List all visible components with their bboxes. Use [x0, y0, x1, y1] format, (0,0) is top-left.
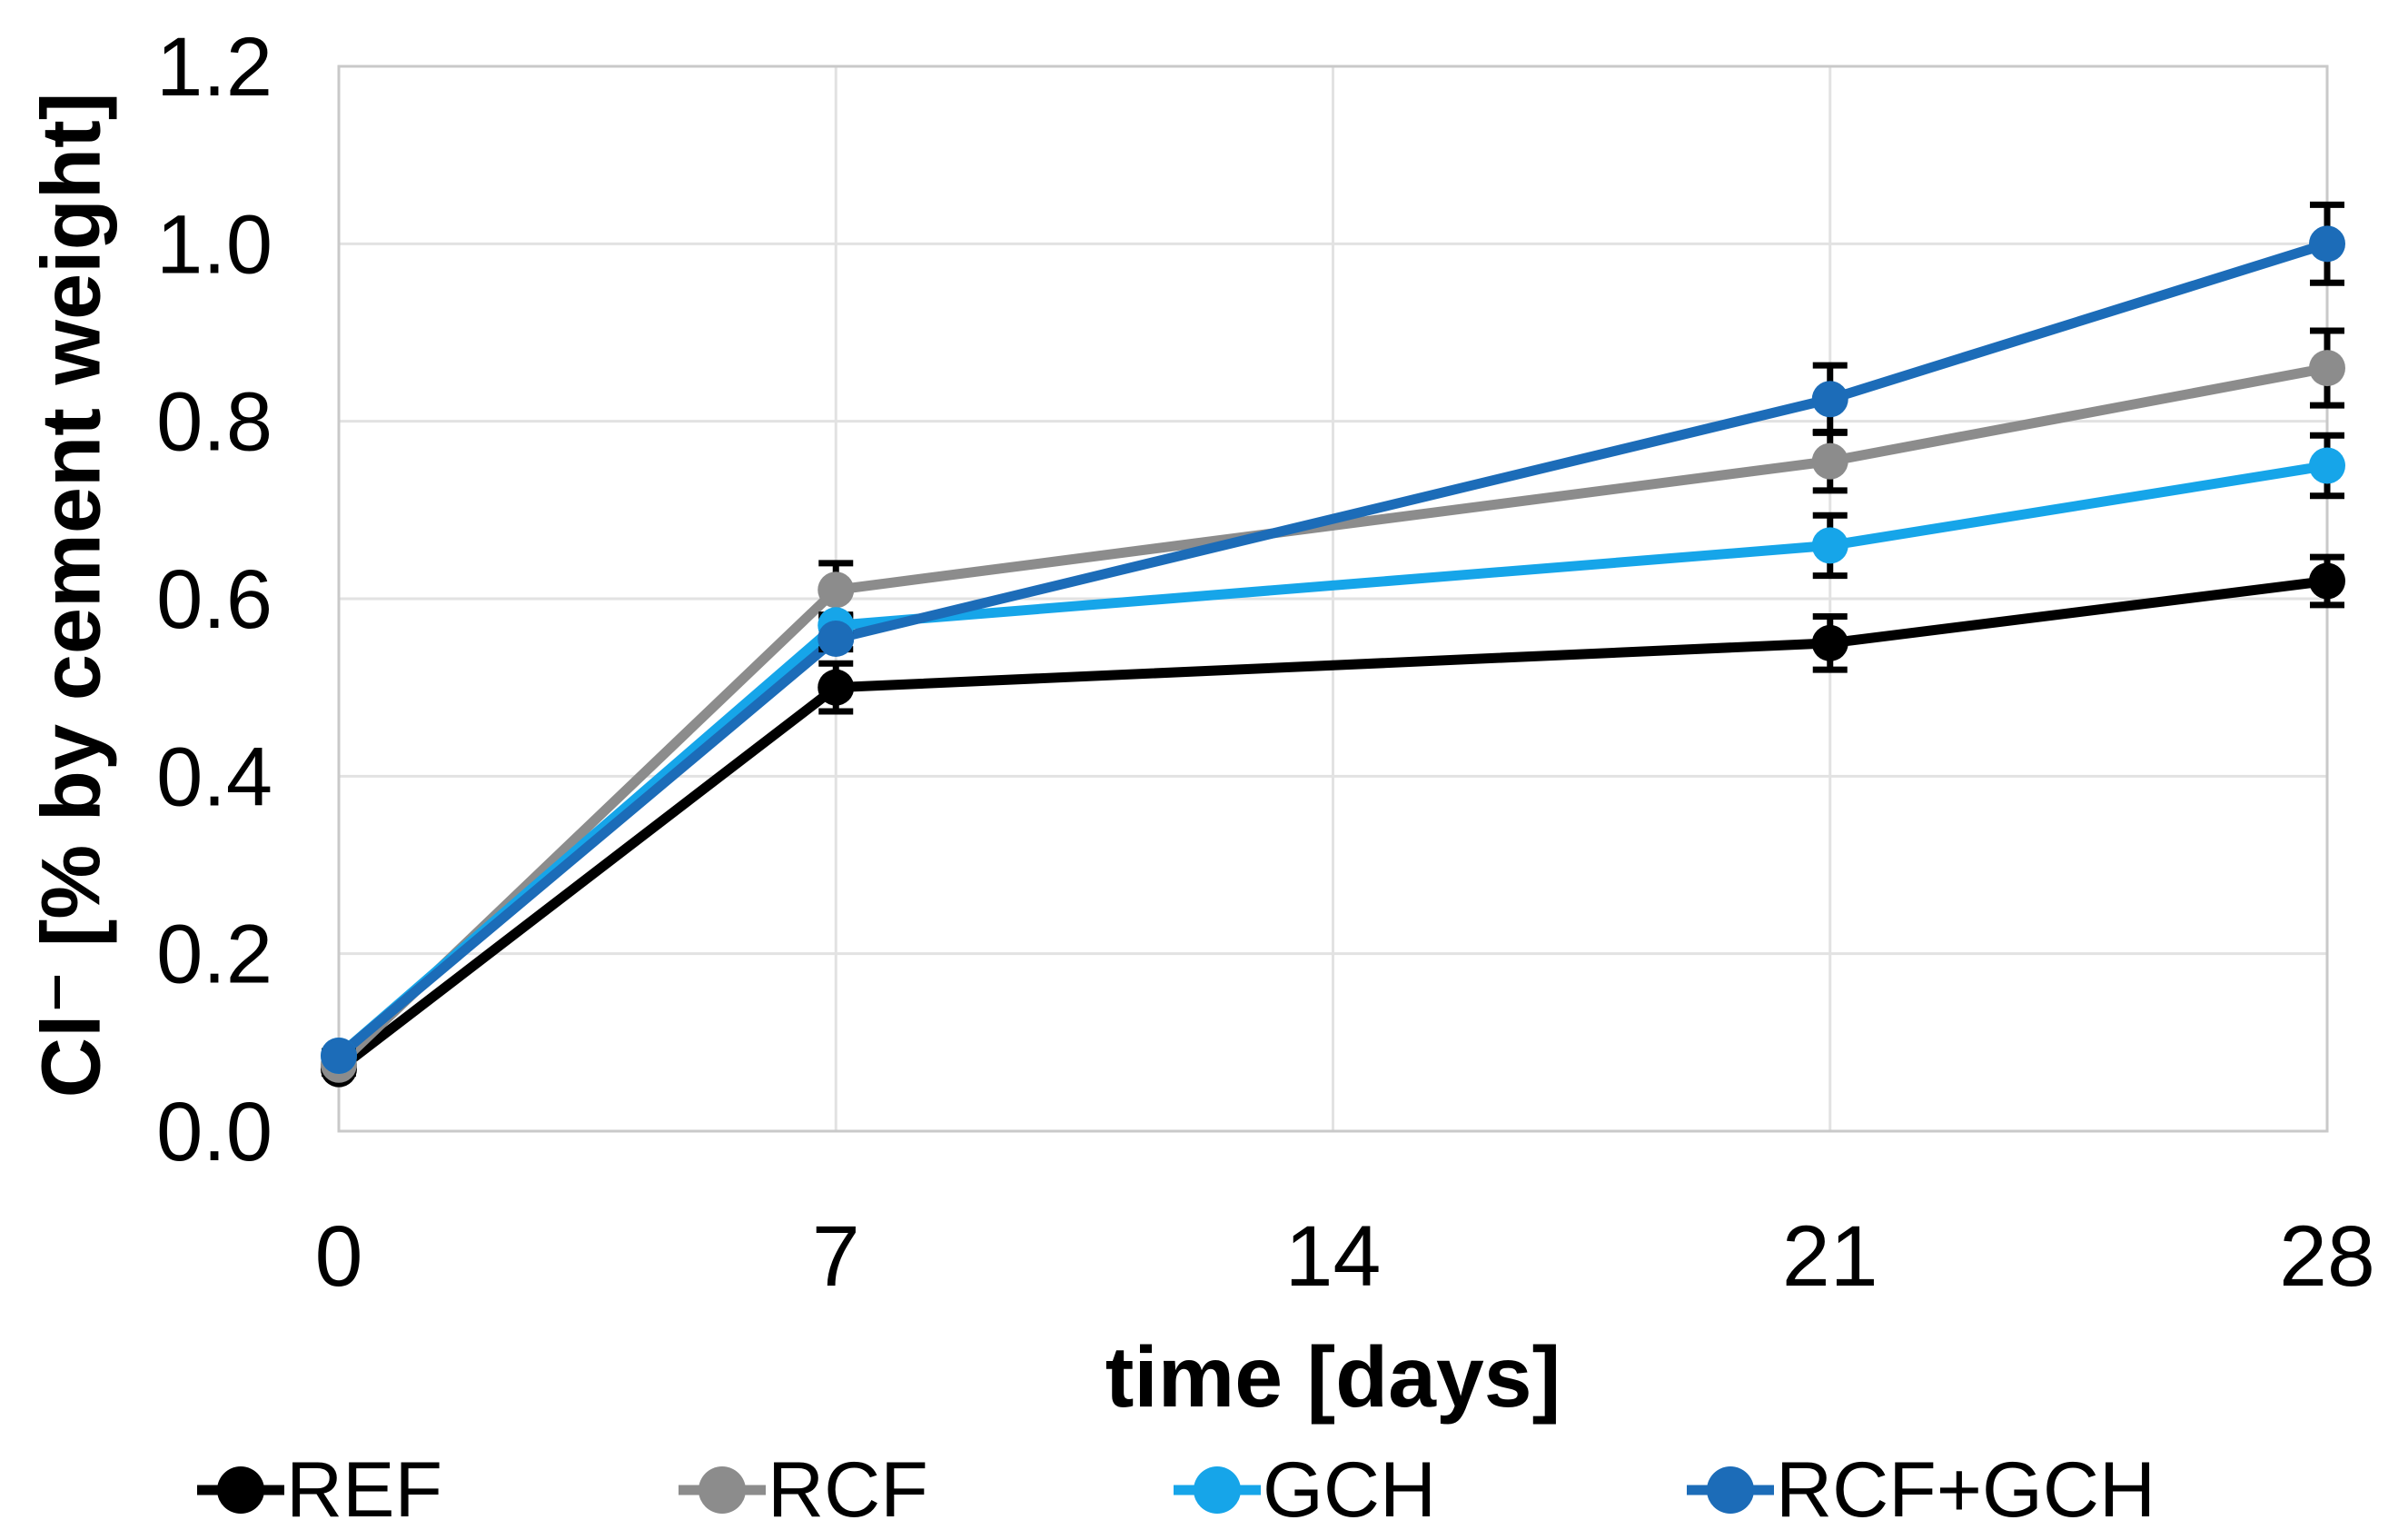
data-point [1811, 624, 1848, 661]
data-point [818, 571, 855, 609]
y-tick-label: 0.8 [156, 376, 273, 469]
data-point [818, 669, 855, 706]
x-tick-label: 28 [2279, 1208, 2375, 1305]
y-tick-label: 1.2 [156, 21, 273, 114]
x-axis-title: time [days] [1105, 1329, 1561, 1426]
legend-item-gch: GCH [1172, 1440, 1436, 1540]
gridlines [339, 65, 2329, 1133]
data-point [321, 1037, 357, 1074]
series-markers-RCF+GCH [321, 225, 2345, 1074]
series-line-REF [333, 575, 2333, 1075]
axis-tick-labels: 0.0 0.2 0.4 0.6 0.8 1.0 1.2 0 7 14 21 28 [156, 21, 2375, 1305]
y-tick-label: 0.6 [156, 553, 273, 646]
legend-label-ref: REF [286, 1446, 442, 1534]
x-tick-label: 14 [1285, 1208, 1382, 1305]
data-point [1811, 381, 1848, 418]
y-axis-title: Cl⁻ [% by cement weight] [25, 92, 118, 1098]
legend-label-rcf-gch: RCF+GCH [1776, 1446, 2156, 1534]
legend-label-gch: GCH [1263, 1446, 1437, 1534]
series-line-RCF [333, 363, 2333, 1070]
series-line-RCF+GCH [333, 238, 2333, 1061]
data-point [1811, 442, 1848, 480]
rcf-gch-series-marker-icon [1687, 1466, 1774, 1514]
y-tick-label: 0.2 [156, 909, 273, 1001]
x-tick-label: 0 [315, 1208, 363, 1305]
y-tick-label: 1.0 [156, 198, 273, 291]
data-point [2309, 350, 2345, 387]
data-point [2309, 562, 2345, 600]
rcf-series-marker-icon [679, 1466, 766, 1514]
series-line-GCH [333, 461, 2333, 1061]
data-point [2309, 447, 2345, 484]
legend-item-rcf: RCF [677, 1440, 928, 1540]
data-point [1811, 527, 1848, 564]
legend-item-rcf-gch: RCF+GCH [1685, 1440, 2155, 1540]
ref-series-marker-icon [197, 1466, 284, 1514]
x-tick-label: 7 [812, 1208, 860, 1305]
y-tick-label: 0.0 [156, 1086, 273, 1178]
legend-label-rcf: RCF [768, 1446, 928, 1534]
gch-series-marker-icon [1174, 1466, 1261, 1514]
legend-item-ref: REF [195, 1440, 442, 1540]
x-tick-label: 21 [1782, 1208, 1878, 1305]
y-tick-label: 0.4 [156, 730, 273, 823]
data-point [2309, 225, 2345, 263]
data-point [818, 620, 855, 657]
